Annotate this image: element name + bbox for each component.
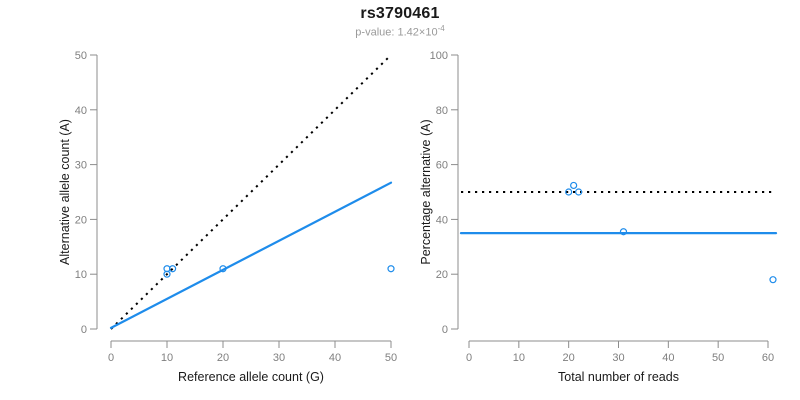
y-tick-label: 80: [436, 105, 448, 117]
x-tick-label: 50: [385, 352, 397, 364]
x-tick-label: 10: [161, 352, 173, 364]
y-tick-label: 60: [436, 160, 448, 172]
x-tick-label: 20: [217, 352, 229, 364]
y-tick-label: 50: [75, 50, 87, 62]
y-tick-label: 40: [75, 105, 87, 117]
x-tick-label: 30: [273, 352, 285, 364]
data-point: [169, 265, 177, 273]
pvalue-text: p-value: 1.42×10: [355, 26, 438, 39]
y-tick-label: 10: [75, 269, 87, 281]
data-point: [619, 228, 628, 236]
left-panel: 0 10 20 30 40 50 Reference allele count (G) 0 10…: [58, 50, 397, 384]
x-tick-label: 0: [466, 352, 472, 364]
y-tick-label: 20: [75, 214, 87, 226]
pvalue-subtitle: p-value: 1.42×10-4: [0, 24, 800, 39]
data-point: [565, 188, 573, 196]
y-tick-label: 40: [436, 214, 448, 226]
x-tick-label: 0: [108, 352, 114, 364]
x-tick-label: 30: [612, 352, 624, 364]
y-tick-label: 0: [442, 324, 448, 336]
x-tick-label: 60: [762, 352, 774, 364]
y-tick-label: 100: [430, 50, 448, 62]
pvalue-exponent: -4: [437, 24, 445, 33]
x-axis-title: Reference allele count (G): [178, 370, 324, 384]
right-panel: 0 10 20 30 40 50 60 Total number of reads 0 20 40 6…: [419, 50, 778, 384]
y-axis-title: Percentage alternative (A): [419, 119, 433, 264]
x-tick-label: 40: [329, 352, 341, 364]
y-axis-title: Alternative allele count (A): [58, 119, 72, 265]
data-point: [575, 188, 583, 196]
data-point: [387, 265, 395, 273]
x-axis-title: Total number of reads: [558, 370, 679, 384]
x-tick-label: 10: [513, 352, 525, 364]
page-title: rs3790461: [360, 5, 440, 22]
y-tick-label: 0: [81, 324, 87, 336]
x-tick-label: 40: [662, 352, 674, 364]
y-tick-label: 20: [436, 269, 448, 281]
data-point: [570, 181, 578, 190]
x-tick-label: 20: [563, 352, 575, 364]
data-point: [769, 276, 777, 284]
identity-line: [110, 54, 392, 330]
x-tick-label: 50: [712, 352, 724, 364]
data-point: [219, 265, 227, 273]
y-tick-label: 30: [75, 160, 87, 172]
fit-line: [109, 181, 393, 330]
